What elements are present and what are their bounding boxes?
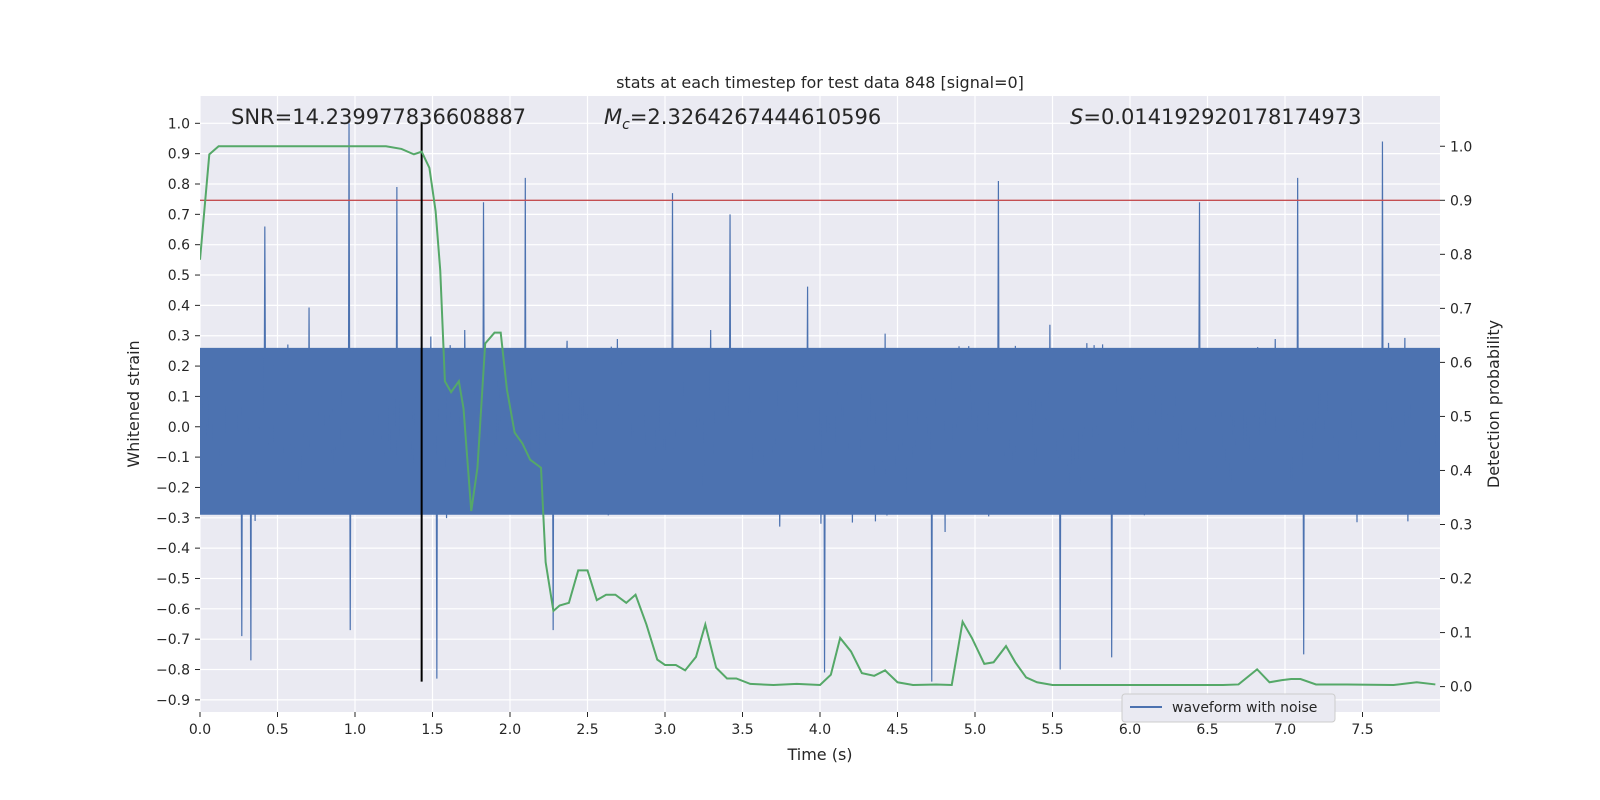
y-tick-label-2: −0.7: [156, 632, 190, 648]
x-tick-label-1: 0.5: [266, 722, 288, 738]
y-axis-label: Whitened strain: [124, 340, 143, 467]
x-axis-ticks: 0.0 0.5 1.0 1.5 2.0 2.5 3.0 3.5 4.0 4.5 5.0 5.5 6.0 6…: [189, 712, 1374, 738]
y2-tick-label-4: 0.4: [1450, 463, 1472, 479]
y-axis-ticks: −0.9 −0.8 −0.7 −0.6 −0.5 −0.4 −0.3 −0.2 −0.1 0.0 0…: [156, 116, 200, 709]
x-tick-label-0: 0.0: [189, 722, 211, 738]
x-tick-label-7: 3.5: [731, 722, 753, 738]
x-tick-label-14: 7.0: [1274, 722, 1296, 738]
x-tick-label-5: 2.5: [576, 722, 598, 738]
y2-tick-label-1: 0.1: [1450, 626, 1472, 642]
x-tick-label-3: 1.5: [421, 722, 443, 738]
y-tick-label-7: −0.2: [156, 480, 190, 496]
y-tick-label-1: −0.8: [156, 663, 190, 679]
significance-value: =0.014192920178174973: [1083, 105, 1361, 129]
x-tick-label-11: 5.5: [1041, 722, 1063, 738]
y-tick-label-16: 0.7: [168, 207, 190, 223]
y-tick-label-9: 0.0: [168, 420, 190, 436]
y-tick-label-5: −0.4: [156, 541, 190, 557]
x-tick-label-6: 3.0: [654, 722, 676, 738]
y-tick-label-17: 0.8: [168, 177, 190, 193]
snr-annotation: SNR=14.239977836608887: [231, 105, 526, 129]
significance-symbol: S: [1070, 105, 1083, 129]
x-tick-label-15: 7.5: [1351, 722, 1373, 738]
y2-axis-label: Detection probability: [1484, 320, 1503, 488]
detection-probability-line: [200, 145, 1436, 687]
y-tick-label-18: 0.9: [168, 147, 190, 163]
y-tick-label-0: −0.9: [156, 693, 190, 709]
y2-tick-label-2: 0.2: [1450, 572, 1472, 588]
waveform-series: [200, 123, 1440, 682]
y-tick-label-13: 0.4: [168, 298, 190, 314]
y-tick-label-15: 0.6: [168, 238, 190, 254]
x-tick-label-8: 4.0: [809, 722, 831, 738]
chirp-mass-subscript: c: [622, 117, 630, 133]
y-tick-label-6: −0.3: [156, 511, 190, 527]
y2-tick-label-3: 0.3: [1450, 517, 1472, 533]
x-tick-label-4: 2.0: [499, 722, 521, 738]
legend-label-waveform: waveform with noise: [1172, 700, 1317, 716]
y-tick-label-10: 0.1: [168, 389, 190, 405]
x-axis-label: Time (s): [786, 745, 852, 764]
y2-tick-label-0: 0.0: [1450, 680, 1472, 696]
legend: waveform with noise: [1121, 693, 1336, 723]
y2-tick-label-6: 0.6: [1450, 355, 1472, 371]
x-tick-label-10: 5.0: [964, 722, 986, 738]
significance-annotation: S=0.014192920178174973: [1070, 105, 1361, 129]
x-tick-label-13: 6.5: [1196, 722, 1218, 738]
y-tick-label-14: 0.5: [168, 268, 190, 284]
y2-axis-ticks: 0.0 0.1 0.2 0.3 0.4 0.5 0.6 0.7 0.8 0.9 1.0: [1440, 139, 1472, 696]
legend-box: [1121, 693, 1336, 723]
x-tick-label-9: 4.5: [886, 722, 908, 738]
y-tick-label-4: −0.5: [156, 571, 190, 587]
waveform-line: [200, 123, 1440, 682]
chirp-mass-value: =2.3264267444610596: [630, 105, 881, 129]
y2-tick-label-5: 0.5: [1450, 409, 1472, 425]
y-tick-label-3: −0.6: [156, 602, 190, 618]
chirp-mass-symbol: M: [604, 105, 622, 129]
y2-tick-label-10: 1.0: [1450, 139, 1472, 155]
y2-tick-label-9: 0.9: [1450, 193, 1472, 209]
chart-title: stats at each timestep for test data 848…: [616, 73, 1024, 92]
y-tick-label-12: 0.3: [168, 329, 190, 345]
y-tick-label-8: −0.1: [156, 450, 190, 466]
y2-tick-label-8: 0.8: [1450, 247, 1472, 263]
x-tick-label-12: 6.0: [1119, 722, 1141, 738]
x-tick-label-2: 1.0: [344, 722, 366, 738]
y-tick-label-19: 1.0: [168, 116, 190, 132]
y-tick-label-11: 0.2: [168, 359, 190, 375]
y2-tick-label-7: 0.7: [1450, 301, 1472, 317]
chirp-mass-annotation: Mc=2.3264267444610596: [604, 105, 881, 133]
